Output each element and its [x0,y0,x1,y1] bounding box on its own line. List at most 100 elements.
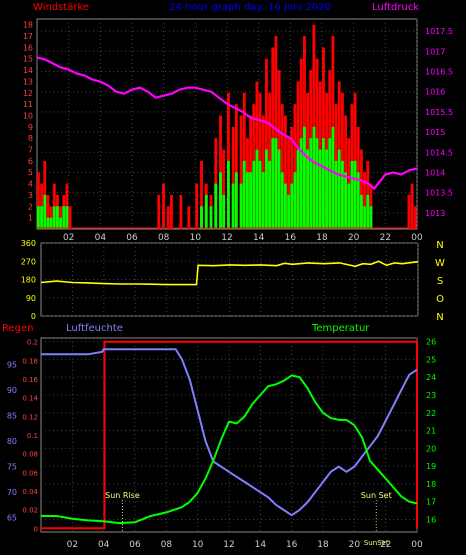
climate-x-tick: 04 [98,540,110,550]
direction-y-tick: 90 [26,294,36,303]
gust-bar [200,160,203,229]
temperature-y-tick: 21 [426,427,436,436]
gust-bar [293,104,297,229]
mean-bar [265,149,268,229]
pressure-line [36,56,418,191]
mean-bar [312,126,316,229]
wind-y-tick: 16 [23,43,33,52]
temperature-label: Temperatur [311,323,370,334]
mean-bar [334,160,338,229]
rain-y-axis: 0 0.02 0.04 0.06 0.08 0.1 0.12 0.14 0.16 0.18 0.2 [22,339,38,534]
gust-bar [162,183,165,229]
humidity-y-axis: 65 70 75 80 85 90 95 [7,361,17,523]
climate-x-tick: 14 [255,540,267,550]
rain-y-tick: 0.12 [22,413,38,421]
mean-bar [360,194,363,229]
temperature-y-tick: 25 [426,355,436,364]
pressure-y-tick: 1016.5 [425,68,453,77]
mean-bar [284,183,287,229]
mean-bar [347,183,351,229]
gust-bar [231,126,235,229]
mean-bar [204,194,208,229]
pressure-path [36,56,418,191]
temperature-y-tick: 18 [426,480,436,489]
compass-letter: N [436,240,443,251]
humidity-y-tick: 70 [7,488,17,497]
mean-bar [337,149,341,229]
gust-bar [265,58,268,229]
gust-bar [179,194,183,229]
mean-bar [306,149,310,229]
mean-bar [200,206,203,229]
mean-bar [366,194,370,229]
humidity-y-tick: 65 [7,514,17,523]
temperature-y-tick: 23 [426,391,436,400]
rain-y-tick: 0.14 [22,395,38,403]
mean-bar [49,217,53,229]
wind-y-tick: 18 [23,21,33,30]
mean-bar [65,206,69,229]
wind-y-tick: 7 [28,146,33,155]
rain-y-tick: 0.2 [27,339,38,347]
mean-bar [222,194,226,229]
wind-x-tick: 00 [411,233,423,243]
gust-bar [46,194,50,229]
rain-y-tick: 0.06 [22,469,38,477]
climate-x-tick: 22 [380,540,391,550]
climate-x-tick: 02 [67,540,78,550]
mean-bar [293,172,297,229]
direction-grid [41,242,419,317]
mean-bar [290,183,294,229]
gust-bar [222,149,226,229]
wind-bars [37,24,417,230]
humidity-y-tick: 85 [7,412,17,421]
pressure-y-tick: 1014 [425,168,445,177]
pressure-y-tick: 1016 [425,88,445,97]
mean-bar [356,172,360,229]
wind-x-tick: 04 [95,233,107,243]
rain-y-tick: 0.1 [27,432,38,440]
humidity-y-tick: 90 [7,386,17,395]
mean-bar [43,194,47,229]
temperature-y-tick: 24 [426,373,436,382]
gust-bar [271,47,275,229]
mean-bar [209,206,213,229]
sun-markers [121,500,377,532]
temperature-y-tick: 17 [426,498,436,507]
wind-y-tick: 5 [28,168,33,177]
mean-bar [234,172,238,229]
direction-y-tick: 0 [31,312,36,321]
climate-lines [41,340,418,530]
gust-bar [290,126,294,229]
pressure-y-tick: 1015 [425,128,445,137]
rain-y-tick: 0.04 [22,488,38,496]
wind-y-tick: 17 [23,32,33,41]
mean-bar [296,149,300,229]
wind-label: Windstärke [33,2,89,13]
gust-bar [322,47,325,229]
sunset-label: Sun Set [361,491,392,500]
mean-bar [369,206,373,229]
climate-x-tick: 06 [129,540,141,550]
compass-letter: W [435,258,445,269]
wind-y-tick: 14 [23,66,33,75]
climate-panel: Regen Luftfeuchte Temperatur 0 0.02 0.04 0.… [2,323,436,550]
gust-bar [187,206,191,229]
gust-bar [68,206,72,229]
mean-bar [363,206,367,229]
mean-bar [46,217,50,229]
climate-x-tick: 16 [286,540,298,550]
mean-bar [268,160,272,229]
wind-x-tick: 06 [126,233,138,243]
mean-bar [37,206,40,229]
mean-bar [252,160,256,229]
mean-bar [280,172,284,229]
mean-bar [242,160,246,229]
wind-x-tick: 18 [316,233,328,243]
wind-x-tick: 16 [285,233,297,243]
gust-bar [363,172,367,229]
mean-bar [341,160,344,229]
gust-bar [166,206,170,229]
